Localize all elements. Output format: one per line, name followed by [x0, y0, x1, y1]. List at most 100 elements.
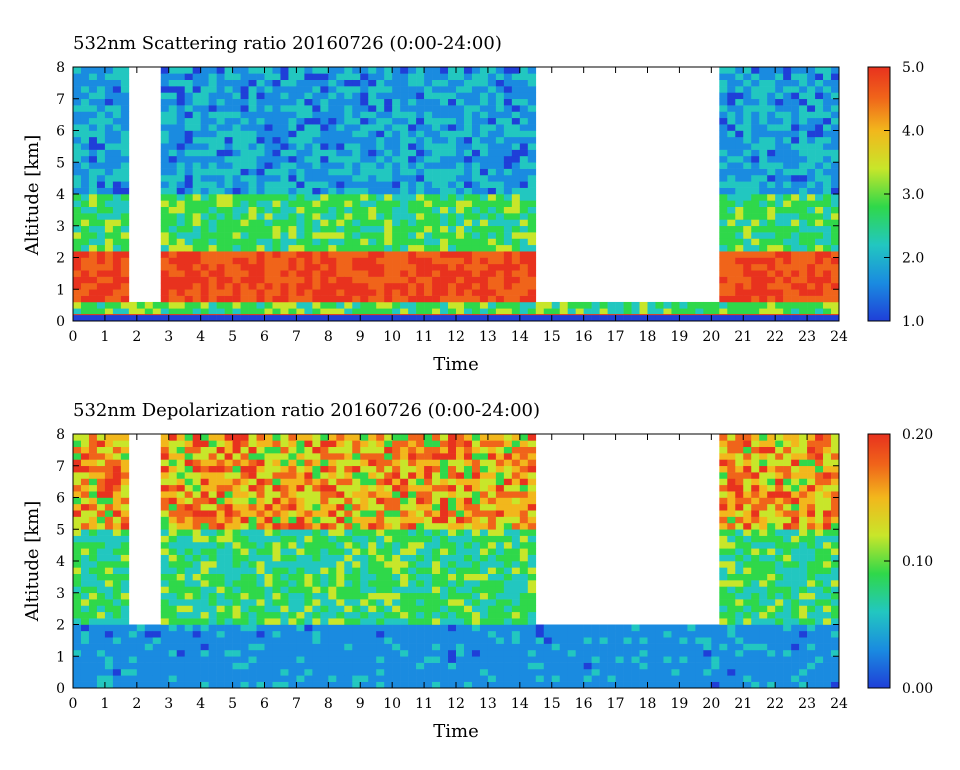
heatmap-cell — [719, 194, 728, 201]
heatmap-cell — [799, 130, 808, 138]
heatmap-cell — [759, 308, 768, 315]
heatmap-cell — [791, 168, 800, 176]
heatmap-cell — [368, 289, 377, 296]
heatmap-cell — [479, 263, 489, 271]
heatmap-cell — [440, 219, 449, 227]
heatmap-cell — [264, 605, 273, 613]
heatmap-cell — [256, 86, 265, 93]
heatmap-cell — [200, 251, 209, 258]
heatmap-cell — [360, 459, 369, 467]
heatmap-cell — [304, 624, 313, 632]
heatmap-cell — [408, 174, 417, 182]
heatmap-cell — [727, 149, 736, 157]
heatmap-cell — [487, 630, 497, 638]
heatmap-cell — [432, 624, 441, 632]
heatmap-cell — [73, 484, 82, 492]
heatmap-cell — [511, 174, 521, 182]
heatmap-cell — [73, 149, 82, 157]
heatmap-cell — [288, 105, 297, 112]
heatmap-cell — [240, 618, 249, 625]
heatmap-cell — [336, 453, 345, 460]
heatmap-cell — [264, 155, 273, 163]
heatmap-cell — [503, 270, 513, 277]
heatmap-cell — [80, 73, 90, 80]
heatmap-cell — [240, 181, 249, 188]
heatmap-cell — [663, 308, 672, 315]
heatmap-cell — [256, 136, 265, 144]
heatmap-cell — [416, 465, 425, 473]
heatmap-cell — [448, 238, 457, 246]
heatmap-cell — [88, 117, 98, 125]
heatmap-cell — [815, 130, 824, 138]
heatmap-cell — [104, 86, 114, 93]
x-tick-label: 18 — [639, 329, 657, 345]
heatmap-cell — [288, 541, 297, 549]
heatmap-cell — [368, 440, 377, 447]
heatmap-cell — [735, 124, 744, 131]
heatmap-cell — [232, 136, 241, 144]
heatmap-cell — [104, 446, 114, 454]
heatmap-cell — [440, 548, 449, 555]
heatmap-cell — [791, 130, 800, 138]
heatmap-cell — [320, 561, 329, 568]
heatmap-cell — [743, 136, 752, 144]
heatmap-cell — [312, 561, 321, 568]
heatmap-cell — [73, 105, 82, 112]
heatmap-cell — [280, 554, 289, 562]
heatmap-cell — [192, 143, 201, 150]
heatmap-cell — [208, 276, 217, 284]
heatmap-cell — [73, 535, 82, 543]
heatmap-cell — [288, 276, 297, 284]
heatmap-cell — [208, 516, 217, 524]
heatmap-cell — [248, 238, 257, 246]
heatmap-cell — [463, 643, 473, 651]
heatmap-cell — [304, 187, 313, 195]
heatmap-cell — [663, 301, 672, 309]
heatmap-cell — [320, 194, 329, 201]
heatmap-cell — [240, 624, 249, 632]
heatmap-cell — [392, 599, 401, 606]
heatmap-cell — [408, 244, 417, 252]
heatmap-cell — [360, 434, 369, 441]
heatmap-cell — [519, 92, 529, 100]
heatmap-cell — [463, 162, 473, 169]
heatmap-cell — [487, 213, 497, 220]
heatmap-cell — [815, 168, 824, 176]
heatmap-cell — [200, 472, 209, 479]
heatmap-cell — [184, 611, 193, 619]
heatmap-cell — [344, 484, 353, 492]
heatmap-cell — [408, 599, 417, 606]
heatmap-cell — [384, 181, 393, 188]
heatmap-cell — [248, 580, 257, 587]
heatmap-cell — [344, 662, 353, 670]
heatmap-cell — [487, 535, 497, 543]
heatmap-cell — [288, 580, 297, 587]
heatmap-cell — [256, 117, 265, 125]
heatmap-cell — [184, 238, 193, 246]
heatmap-cell — [448, 162, 457, 169]
heatmap-cell — [120, 541, 130, 549]
heatmap-cell — [384, 206, 393, 214]
heatmap-cell — [240, 484, 249, 492]
heatmap-cell — [336, 92, 345, 100]
heatmap-cell — [743, 213, 752, 220]
heatmap-cell — [336, 111, 345, 119]
heatmap-cell — [767, 187, 776, 195]
heatmap-cell — [120, 225, 130, 233]
heatmap-cell — [240, 662, 249, 670]
heatmap-cell — [200, 155, 209, 163]
heatmap-cell — [73, 440, 82, 447]
heatmap-cell — [456, 630, 465, 638]
heatmap-cell — [400, 459, 409, 467]
heatmap-cell — [184, 92, 193, 100]
heatmap-cell — [280, 225, 289, 233]
heatmap-cell — [495, 149, 505, 157]
heatmap-cell — [487, 662, 497, 670]
heatmap-cell — [408, 637, 417, 644]
heatmap-cell — [775, 149, 784, 157]
heatmap-cell — [344, 219, 353, 227]
heatmap-cell — [416, 86, 425, 93]
heatmap-cell — [368, 162, 377, 169]
heatmap-cell — [120, 478, 130, 486]
heatmap-cell — [288, 98, 297, 106]
